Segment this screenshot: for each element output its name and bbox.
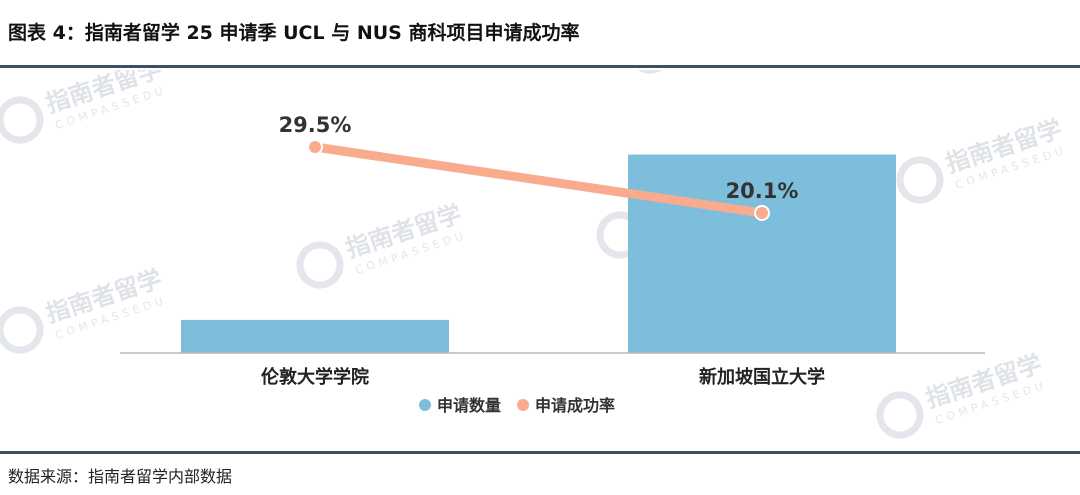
bar [181,319,449,353]
watermark-logo-icon [876,391,924,439]
watermark-logo-icon [896,156,944,204]
footer-rule [0,451,1080,454]
watermark-logo-icon [0,96,44,144]
chart-title: 图表 4：指南者留学 25 申请季 UCL 与 NUS 商科项目申请成功率 [8,22,580,44]
category-label: 伦敦大学学院 [261,366,369,388]
line-series: 29.5% 20.1% [279,113,799,221]
legend: 申请数量 申请成功率 [419,396,615,415]
data-label: 29.5% [279,113,352,137]
watermark-logo-icon [296,241,344,289]
legend-label: 申请成功率 [535,396,615,415]
bar-series [181,154,896,353]
legend-marker [419,399,431,411]
line-point [754,205,770,221]
source-note: 数据来源：指南者留学内部数据 [8,467,233,486]
legend-label: 申请数量 [437,396,501,415]
category-label: 新加坡国立大学 [699,366,825,388]
legend-marker [517,399,529,411]
line-point [307,139,323,155]
line-path [310,142,767,218]
watermark-logo-icon [0,306,44,354]
header-rule [0,65,1080,68]
data-label: 20.1% [726,179,799,203]
watermark-logo-icon [626,70,674,74]
bar [628,154,896,353]
category-labels: 伦敦大学学院 新加坡国立大学 [261,366,825,388]
